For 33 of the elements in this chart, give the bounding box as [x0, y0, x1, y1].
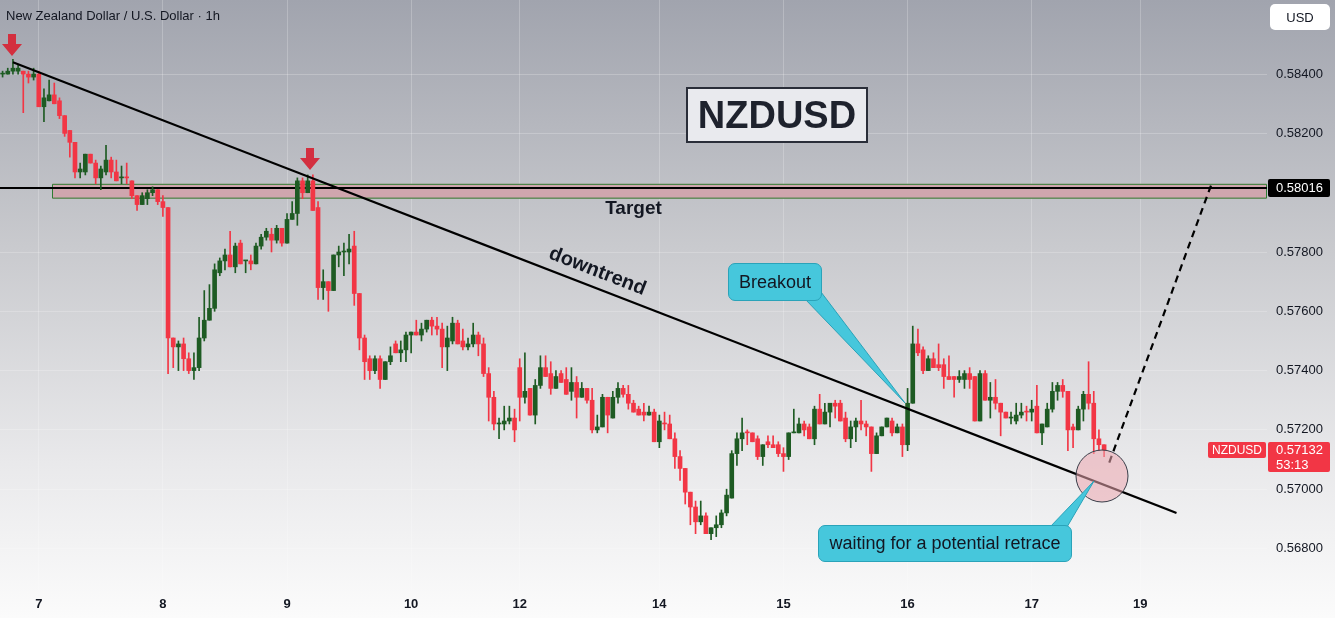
x-tick-label: 8 — [159, 596, 167, 612]
y-tick-label: 0.57800 — [1276, 243, 1323, 259]
y-tick-label: 0.56800 — [1276, 540, 1323, 556]
y-tick-label: 0.57000 — [1276, 480, 1323, 496]
y-tick-label: 0.58200 — [1276, 125, 1323, 140]
candlestick — [320, 269, 326, 300]
text: USD — [1286, 9, 1314, 25]
y-tick-label: 0.57200 — [1276, 421, 1323, 437]
x-tick-label: 15 — [776, 596, 791, 612]
annotation: NZDUSD — [1212, 442, 1263, 457]
x-tick-label: 14 — [652, 596, 668, 612]
text: 53:13 — [1276, 456, 1309, 472]
x-tick-label: 9 — [283, 596, 291, 612]
x-tick-label: 10 — [403, 596, 419, 612]
annotation: NZDUSD — [697, 93, 857, 137]
text: New Zealand Dollar / U.S. Dollar · 1h — [6, 8, 220, 24]
y-tick-label: 0.58400 — [1276, 65, 1323, 81]
candlestick — [951, 376, 957, 398]
x-tick-label: 7 — [35, 596, 43, 612]
x-tick-label: 12 — [512, 596, 527, 612]
band-label: Target — [605, 197, 663, 219]
y-tick-label: 0.57600 — [1276, 302, 1323, 318]
ref-line-label: 0.58016 — [1276, 180, 1323, 196]
candlestick — [988, 382, 993, 419]
x-tick-label: 16 — [900, 596, 915, 612]
x-tick-label: 19 — [1133, 596, 1148, 612]
x-tick-label: 17 — [1024, 596, 1039, 612]
annotation: Breakout — [738, 271, 812, 293]
y-tick-label: 0.57400 — [1276, 362, 1323, 378]
candlestick — [522, 352, 528, 404]
text: 0.57132 — [1276, 442, 1323, 458]
annotation: waiting for a potential retrace — [829, 533, 1061, 554]
candlestick — [698, 500, 704, 526]
